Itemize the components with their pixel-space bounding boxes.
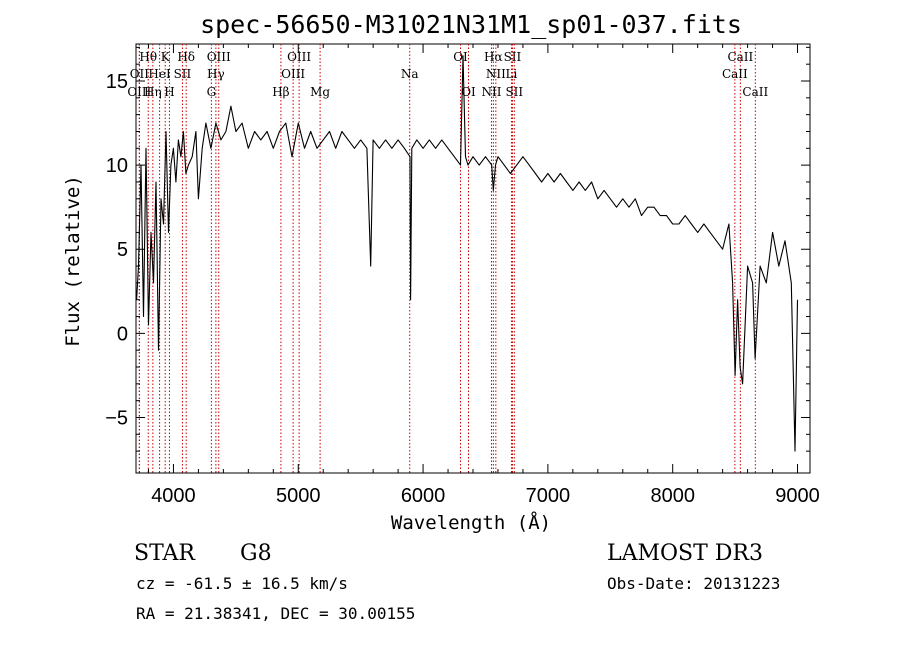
line-label-20: H [164,85,174,99]
line-label-26: SII [505,85,523,99]
line-label-14: Na [401,67,419,81]
line-label-13: OIII [281,67,305,81]
observation-date: Obs-Date: 20131223 [607,574,780,593]
line-label-25: NII [481,85,501,99]
redshift-velocity: cz = -61.5 ± 16.5 km/s [136,574,348,593]
line-label-23: Mg [310,85,330,99]
y-tick-label-0: −5 [105,407,128,429]
y-tick-label-1: 0 [117,323,128,345]
line-label-24: OI [461,85,476,99]
x-tick-label-3: 7000 [526,485,571,507]
x-tick-label-0: 4000 [151,485,196,507]
chart-title: spec-56650-M31021N31M1_sp01-037.fits [200,10,742,39]
line-label-12: Hγ [207,67,225,81]
line-label-1: K [161,50,171,64]
spectrum-series [136,55,799,452]
x-axis-title: Wavelength (Å) [391,511,551,534]
line-label-15: NII [486,67,506,81]
line-label-6: Hα [484,50,503,64]
line-label-27: CaII [742,85,768,99]
line-label-16: Li [506,67,518,81]
line-label-3: OIII [207,50,231,64]
line-label-10: HeI [148,67,171,81]
line-label-17: CaII [722,67,748,81]
line-label-7: SII [504,50,522,64]
y-tick-label-3: 10 [106,155,128,177]
x-tick-label-1: 5000 [276,485,321,507]
survey-name: LAMOST DR3 [607,541,763,566]
x-tick-label-5: 9000 [775,485,820,507]
line-label-19: Hη [144,85,162,99]
y-tick-label-2: 5 [117,239,128,261]
sky-coordinates: RA = 21.38341, DEC = 30.00155 [136,604,415,623]
spectral-subclass: G8 [240,541,272,566]
x-tick-label-4: 8000 [650,485,695,507]
line-label-9: OII [130,67,150,81]
line-label-2: Hδ [177,50,195,64]
line-label-0: Hθ [139,50,157,64]
plot-frame [135,43,811,474]
line-label-22: Hβ [272,85,289,99]
y-axis-title: Flux (relative) [62,175,84,347]
y-tick-label-4: 15 [106,71,128,93]
object-class: STAR [134,541,196,566]
line-label-18: OIII [127,85,151,99]
axis-ticks: 4000 5000 6000 7000 8000 9000 −5 0 5 10 15 [105,44,820,507]
line-label-21: G [207,85,217,99]
line-label-4: OIII [287,50,311,64]
spectral-line-markers [138,44,756,473]
line-label-5: OI [453,50,468,64]
spectrum-line [136,55,799,452]
x-tick-label-2: 6000 [401,485,446,507]
line-label-8: CaII [727,50,753,64]
line-label-11: SII [174,67,192,81]
